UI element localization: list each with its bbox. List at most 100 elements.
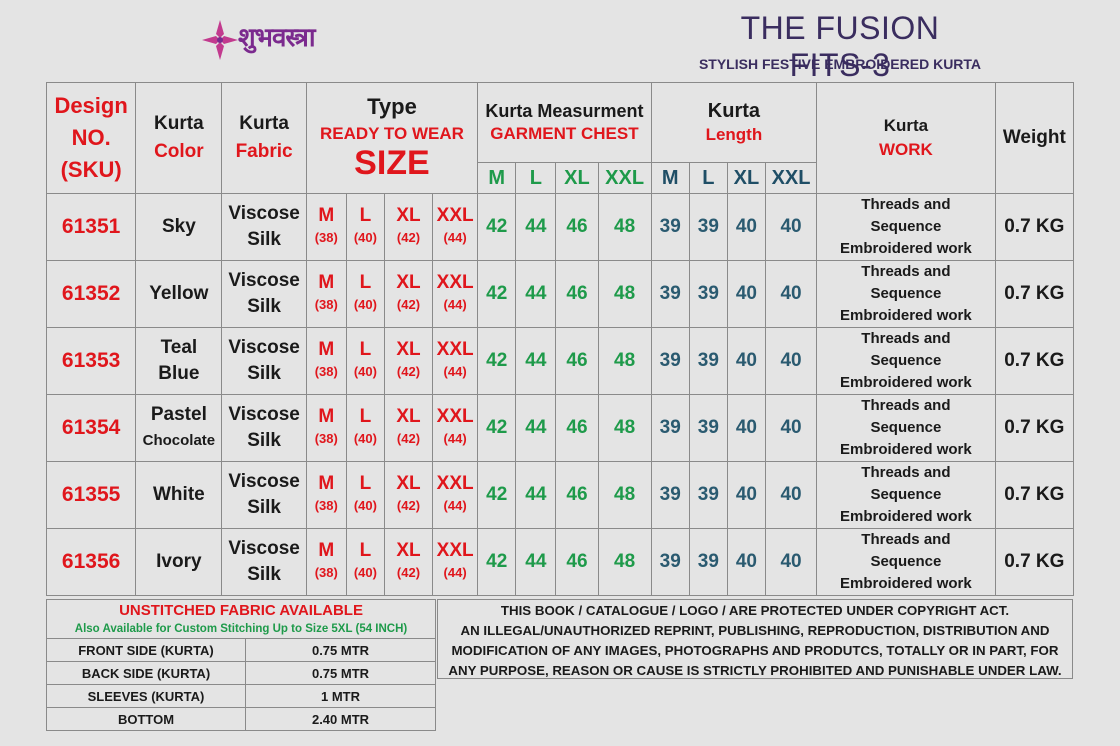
chest-value: 46 bbox=[555, 461, 599, 529]
size-cell: M (38) bbox=[305, 193, 347, 261]
header-garment-chest: Kurta Measurment GARMENT CHEST bbox=[477, 82, 652, 163]
copyright-line: AN ILLEGAL/UNAUTHORIZED REPRINT, PUBLISH… bbox=[460, 623, 1050, 638]
chest-value: 42 bbox=[477, 461, 517, 529]
header-design-no: Design NO. (SKU) bbox=[45, 82, 137, 194]
size-cell: XL (42) bbox=[383, 327, 434, 395]
fabric-qty: 1 MTR bbox=[244, 684, 437, 708]
size-cell: XL (42) bbox=[383, 528, 434, 596]
fabric-qty: 0.75 MTR bbox=[244, 638, 437, 662]
weight-cell: 0.7 KG bbox=[994, 461, 1075, 529]
size-cell: XXL (44) bbox=[432, 327, 479, 395]
sku-cell: 61355 bbox=[45, 461, 137, 529]
length-value: 40 bbox=[764, 327, 818, 395]
fabric-info-subheading: Also Available for Custom Stitching Up t… bbox=[45, 620, 437, 639]
size-cell: XL (42) bbox=[383, 461, 434, 529]
chest-value: 44 bbox=[515, 394, 557, 462]
length-value: 40 bbox=[726, 193, 766, 261]
chest-value: 48 bbox=[597, 528, 652, 596]
length-value: 39 bbox=[650, 260, 690, 328]
chest-value: 48 bbox=[597, 327, 652, 395]
size-cell: XXL (44) bbox=[432, 394, 479, 462]
fabric-part: BACK SIDE (KURTA) bbox=[46, 661, 246, 685]
chest-value: 44 bbox=[515, 327, 557, 395]
color-cell: Ivory bbox=[135, 528, 223, 596]
length-value: 40 bbox=[726, 394, 766, 462]
size-cell: XXL (44) bbox=[432, 461, 479, 529]
chest-size-m: M bbox=[477, 162, 517, 194]
fabric-cell: Viscose Silk bbox=[221, 193, 307, 261]
product-row: 61355 White Viscose Silk M (38) L (40) XL (42) XXL… bbox=[45, 461, 1075, 529]
brand-name: शुभवस्त्रा bbox=[238, 23, 316, 53]
copyright-line: MODIFICATION OF ANY IMAGES, PHOTOGRAPHS … bbox=[451, 643, 1059, 658]
fabric-cell: Viscose Silk bbox=[221, 528, 307, 596]
fabric-cell: Viscose Silk bbox=[221, 461, 307, 529]
size-cell: L (40) bbox=[345, 528, 385, 596]
length-value: 39 bbox=[688, 193, 728, 261]
chest-value: 48 bbox=[597, 260, 652, 328]
length-size-m: M bbox=[650, 162, 690, 194]
length-value: 40 bbox=[764, 260, 818, 328]
size-cell: M (38) bbox=[305, 327, 347, 395]
length-size-xxl: XXL bbox=[764, 162, 818, 194]
fabric-cell: Viscose Silk bbox=[221, 260, 307, 328]
chest-value: 48 bbox=[597, 394, 652, 462]
length-size-xl: XL bbox=[726, 162, 766, 194]
product-row: 61351 Sky Viscose Silk M (38) L (40) XL (42) XXL (4… bbox=[45, 193, 1075, 261]
chest-value: 46 bbox=[555, 193, 599, 261]
length-value: 40 bbox=[764, 528, 818, 596]
weight-cell: 0.7 KG bbox=[994, 260, 1075, 328]
length-value: 40 bbox=[726, 461, 766, 529]
length-value: 39 bbox=[688, 528, 728, 596]
length-value: 39 bbox=[650, 461, 690, 529]
length-value: 39 bbox=[688, 327, 728, 395]
chest-size-xxl: XXL bbox=[597, 162, 652, 194]
work-cell: Threads and Sequence Embroidered work bbox=[816, 461, 996, 529]
page-title: THE FUSION FITS-3 bbox=[740, 10, 940, 83]
size-cell: M (38) bbox=[305, 461, 347, 529]
header-type-size: Type READY TO WEAR SIZE bbox=[305, 82, 479, 194]
color-cell: White bbox=[135, 461, 223, 529]
size-cell: M (38) bbox=[305, 394, 347, 462]
length-value: 39 bbox=[650, 193, 690, 261]
size-cell: XXL (44) bbox=[432, 528, 479, 596]
chest-value: 42 bbox=[477, 260, 517, 328]
chest-value: 46 bbox=[555, 528, 599, 596]
weight-cell: 0.7 KG bbox=[994, 193, 1075, 261]
weight-cell: 0.7 KG bbox=[994, 327, 1075, 395]
color-cell: Pastel Chocolate bbox=[135, 394, 223, 462]
weight-cell: 0.7 KG bbox=[994, 394, 1075, 462]
fabric-info-heading: UNSTITCHED FABRIC AVAILABLE bbox=[45, 599, 437, 620]
copyright-notice: THIS BOOK / CATALOGUE / LOGO / ARE PROTE… bbox=[437, 599, 1073, 679]
fabric-qty: 0.75 MTR bbox=[244, 661, 437, 685]
size-cell: M (38) bbox=[305, 260, 347, 328]
sku-cell: 61356 bbox=[45, 528, 137, 596]
size-cell: M (38) bbox=[305, 528, 347, 596]
fabric-info-table: UNSTITCHED FABRIC AVAILABLE Also Availab… bbox=[45, 599, 437, 731]
copyright-line: THIS BOOK / CATALOGUE / LOGO / ARE PROTE… bbox=[500, 603, 1010, 618]
fabric-part: BOTTOM bbox=[46, 707, 246, 731]
product-row: 61353 Teal Blue Viscose Silk M (38) L (40) XL (42)… bbox=[45, 327, 1075, 395]
color-cell: Teal Blue bbox=[135, 327, 223, 395]
chest-value: 48 bbox=[597, 193, 652, 261]
header-kurta-fabric: Kurta Fabric bbox=[221, 82, 307, 194]
length-value: 39 bbox=[688, 394, 728, 462]
page-subtitle: STYLISH FESTIVE EMBROIDERED KURTA bbox=[698, 56, 982, 72]
length-value: 39 bbox=[650, 394, 690, 462]
copyright-line: ANY PURPOSE, REASON OR CAUSE IS STRICTLY… bbox=[448, 663, 1062, 678]
length-value: 40 bbox=[726, 528, 766, 596]
size-cell: L (40) bbox=[345, 394, 385, 462]
product-row: 61352 Yellow Viscose Silk M (38) L (40) XL (42) XX… bbox=[45, 260, 1075, 328]
size-cell: XL (42) bbox=[383, 394, 434, 462]
work-cell: Threads and Sequence Embroidered work bbox=[816, 260, 996, 328]
size-cell: XL (42) bbox=[383, 260, 434, 328]
header-kurta-work: Kurta WORK bbox=[816, 82, 996, 194]
size-cell: XXL (44) bbox=[432, 193, 479, 261]
size-cell: XXL (44) bbox=[432, 260, 479, 328]
header-kurta-length: Kurta Length bbox=[650, 82, 818, 163]
work-cell: Threads and Sequence Embroidered work bbox=[816, 193, 996, 261]
length-value: 39 bbox=[650, 327, 690, 395]
chest-value: 46 bbox=[555, 327, 599, 395]
length-value: 40 bbox=[764, 461, 818, 529]
sku-cell: 61352 bbox=[45, 260, 137, 328]
length-value: 40 bbox=[764, 193, 818, 261]
